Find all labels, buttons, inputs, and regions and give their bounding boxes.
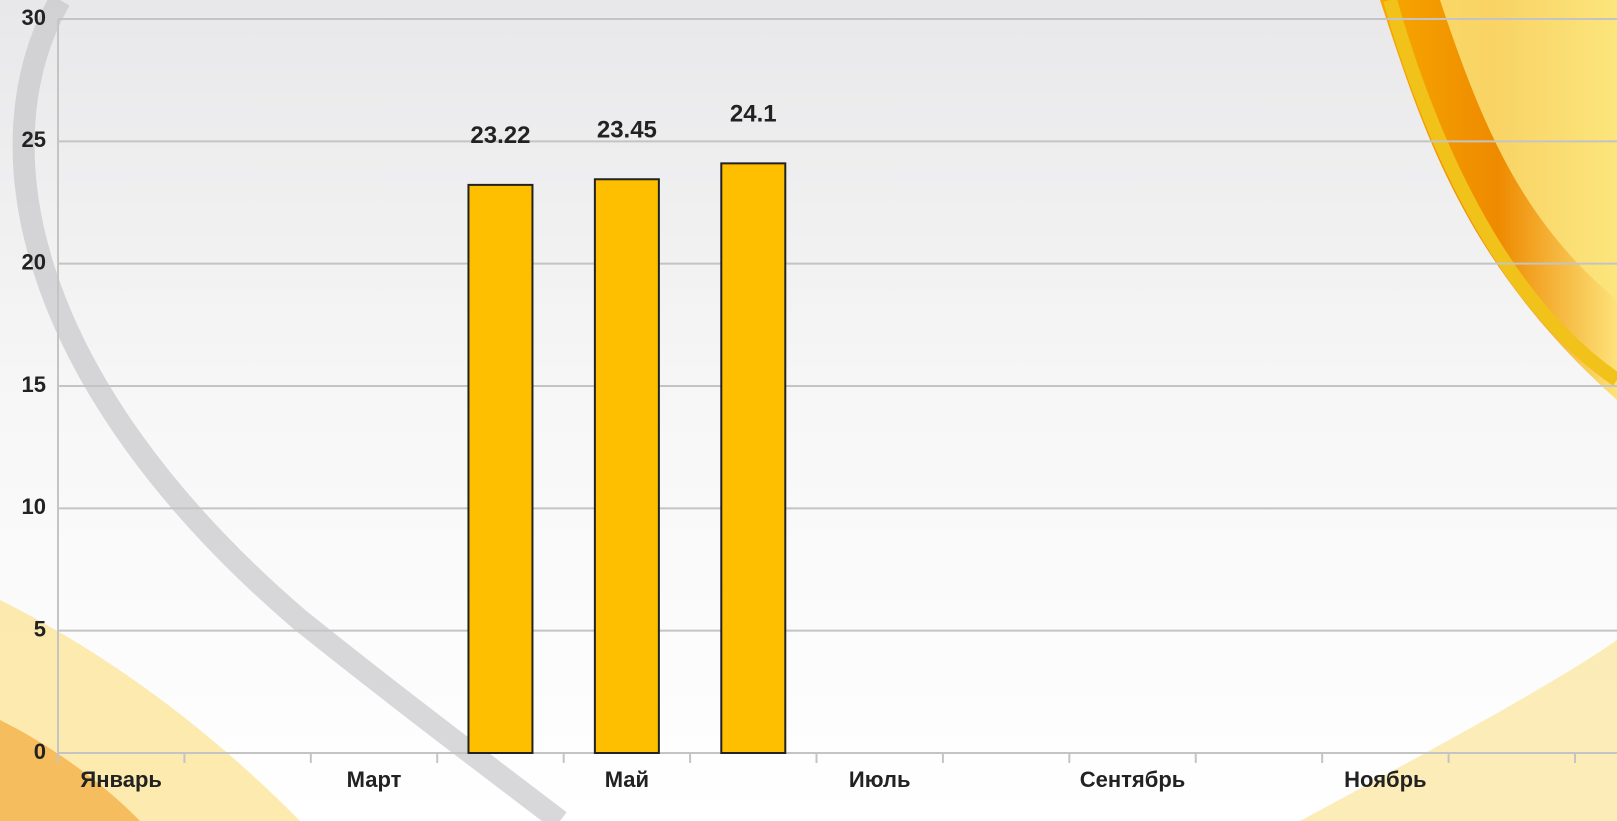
y-tick-label: 5: [34, 616, 46, 641]
x-tick-label: Январь: [80, 767, 162, 792]
y-tick-label: 10: [22, 494, 46, 519]
data-label: 24.1: [730, 101, 777, 128]
data-label: 23.45: [597, 117, 657, 144]
data-label: 23.22: [470, 122, 530, 149]
x-tick-label: Март: [347, 767, 402, 792]
x-tick-label: Июль: [849, 767, 911, 792]
y-tick-label: 0: [34, 739, 46, 764]
x-tick-label: Сентябрь: [1080, 767, 1186, 792]
bar: [593, 178, 660, 755]
y-tick-label: 30: [22, 5, 46, 30]
bar: [720, 162, 787, 754]
x-tick-label: Май: [605, 767, 649, 792]
y-tick-label: 25: [22, 127, 46, 152]
x-tick-label: Ноябрь: [1344, 767, 1426, 792]
y-tick-label: 15: [22, 372, 46, 397]
y-tick-label: 20: [22, 249, 46, 274]
bar: [467, 183, 534, 755]
